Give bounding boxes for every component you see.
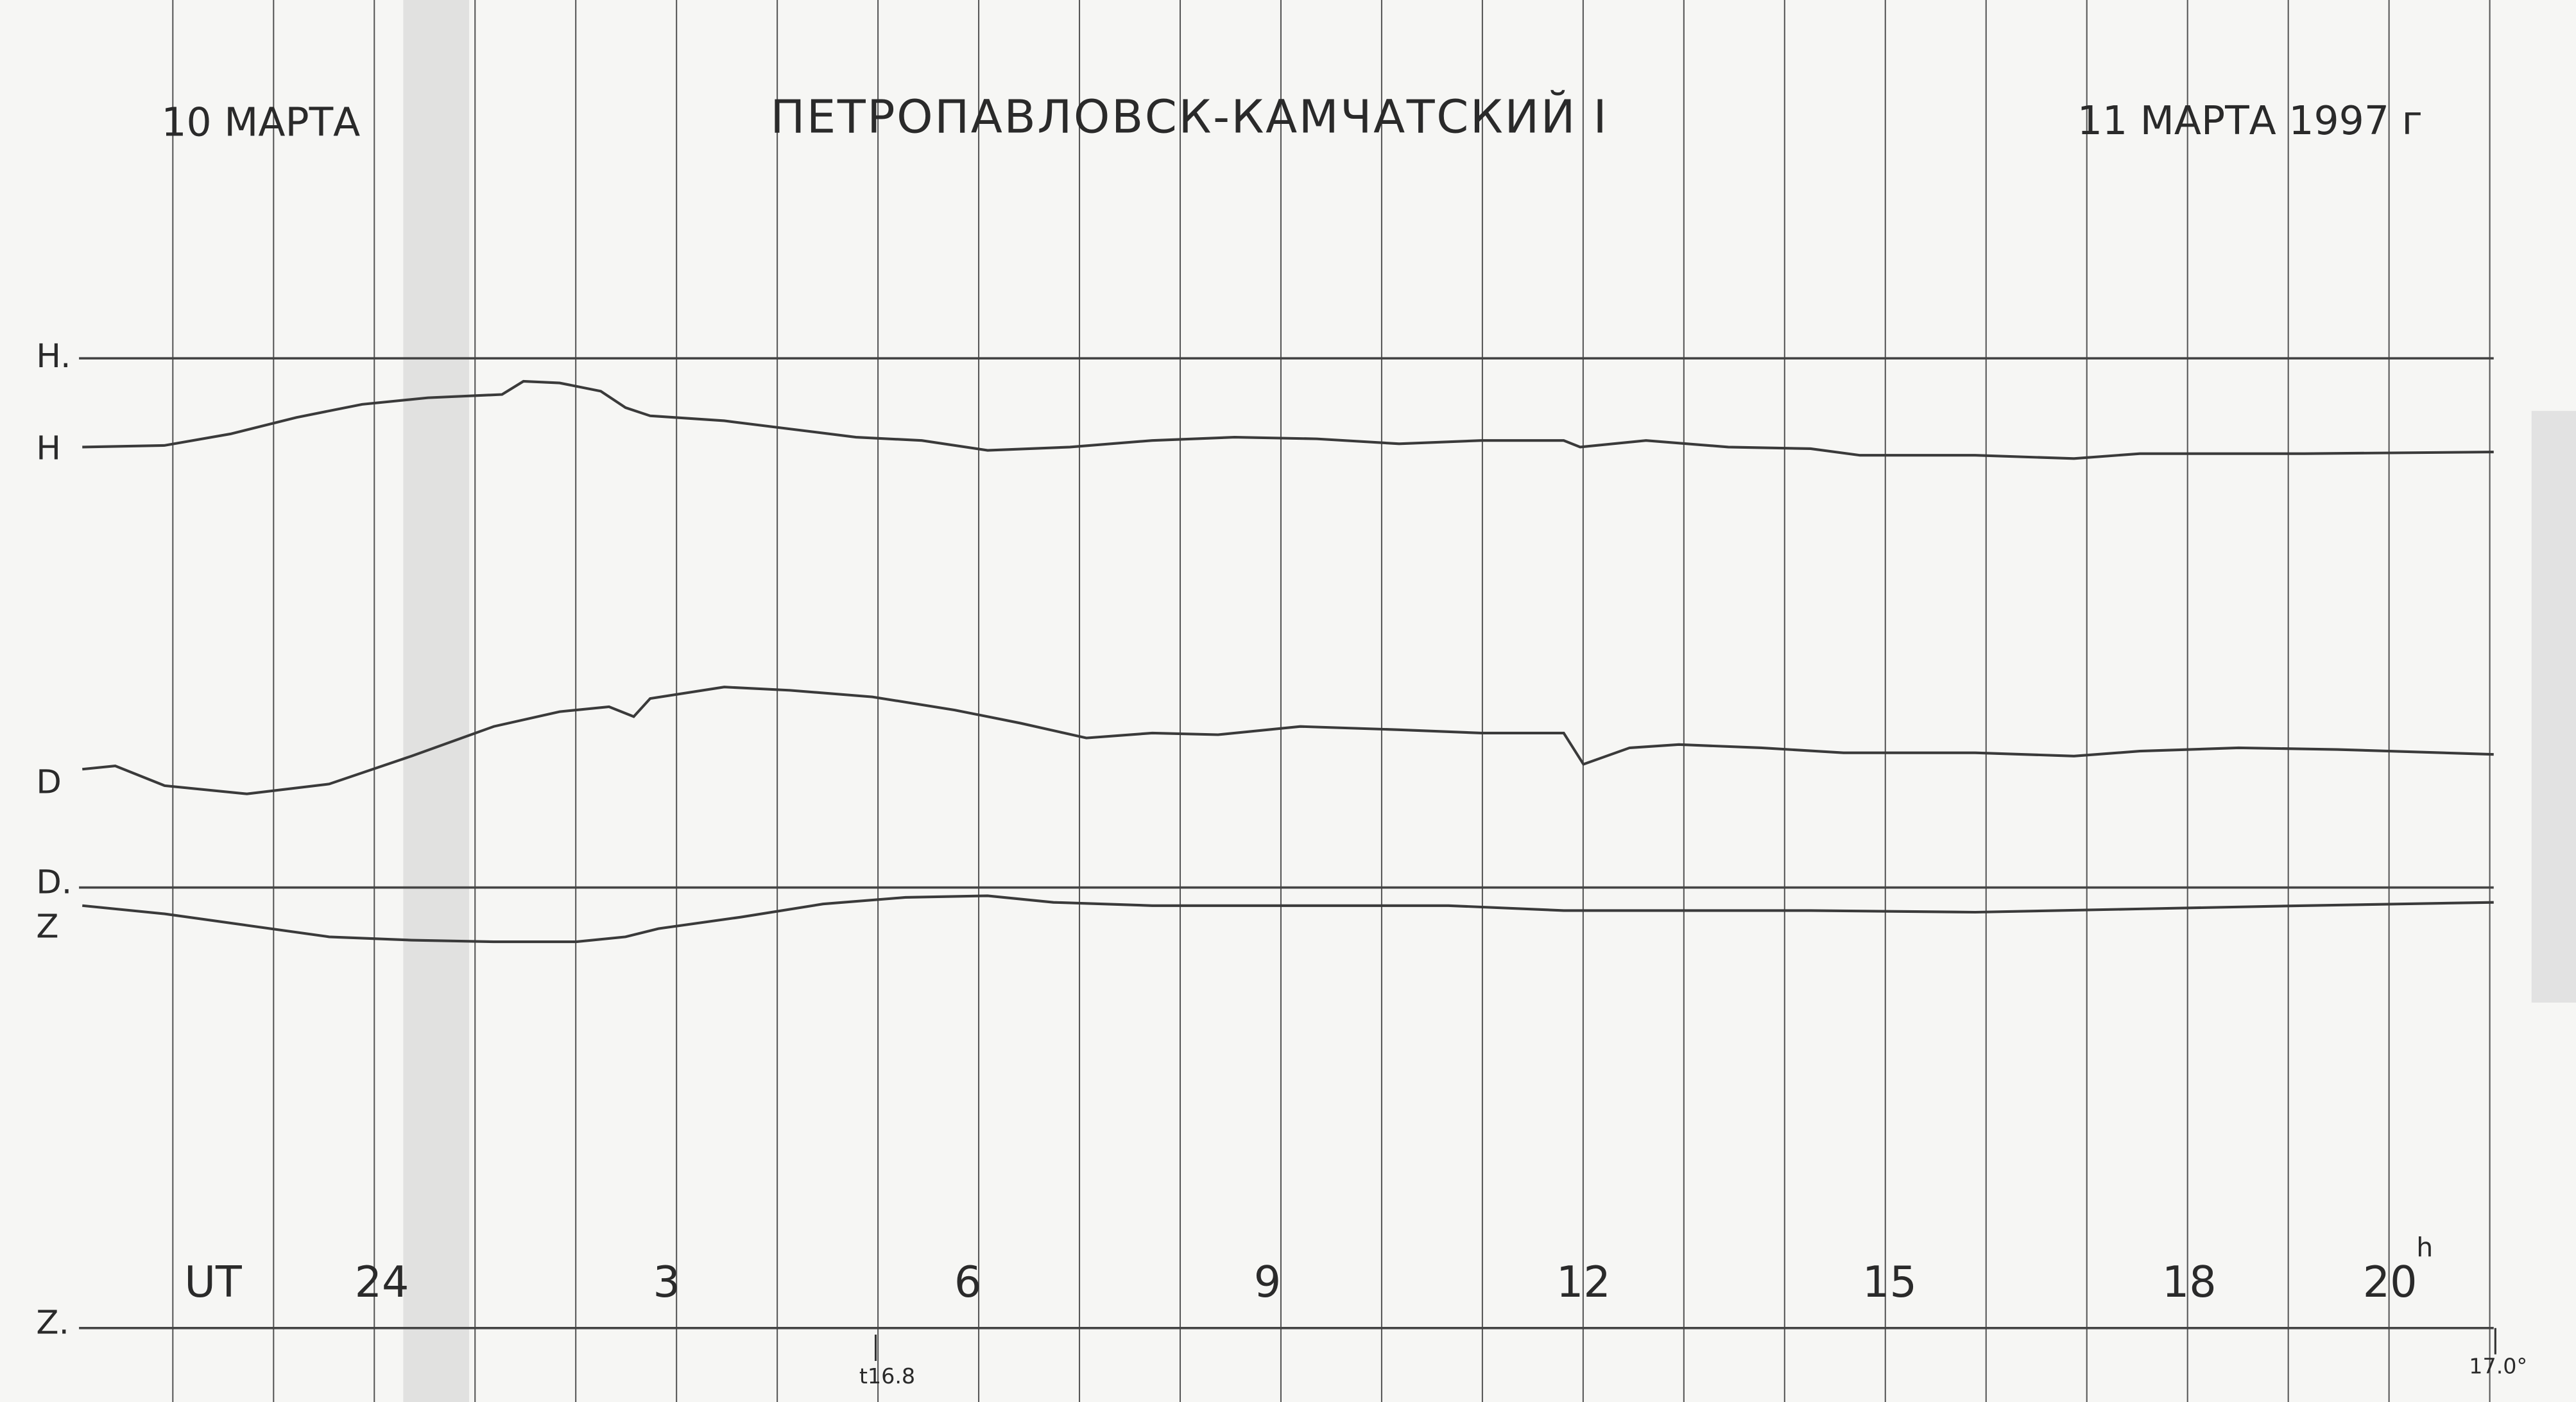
time-tick-label: 24 [355, 1257, 409, 1307]
time-tick-label: 6 [954, 1257, 981, 1307]
z-base-label: Z. [36, 1304, 69, 1342]
z-trace [82, 894, 2494, 944]
scale-strip [2531, 411, 2576, 1003]
h-trace [82, 379, 2494, 460]
z-label: Z [36, 908, 58, 946]
time-unit: h [2416, 1232, 2433, 1263]
time-tick-label: 20 [2363, 1257, 2417, 1307]
title: ПЕТРОПАВЛОВСК-КАМЧАТСКИЙ I [770, 89, 1608, 143]
temp-start: t16.8 [859, 1363, 915, 1389]
time-tick-label: 3 [653, 1257, 680, 1307]
grid [172, 0, 2491, 1402]
time-tick-label: 18 [2162, 1257, 2217, 1307]
time-tick-label: 9 [1254, 1257, 1281, 1307]
d-trace [82, 686, 2494, 795]
time-ticks: 24 3 6 9 12 15 18 20 [355, 1257, 2417, 1307]
d-base-label: D. [36, 863, 72, 902]
h-base-label: H. [36, 337, 71, 376]
time-tick-label: 12 [1556, 1257, 1611, 1307]
time-tick-label: 15 [1862, 1257, 1917, 1307]
left-date: 10 МАРТА [161, 100, 360, 146]
h-label: H [36, 429, 61, 468]
right-date: 11 МАРТА 1997 г [2077, 98, 2423, 144]
temp-end: 17.0° [2469, 1354, 2527, 1379]
scan-band [403, 0, 469, 1402]
d-label: D [36, 763, 62, 801]
time-axis-label: UT [184, 1257, 242, 1307]
